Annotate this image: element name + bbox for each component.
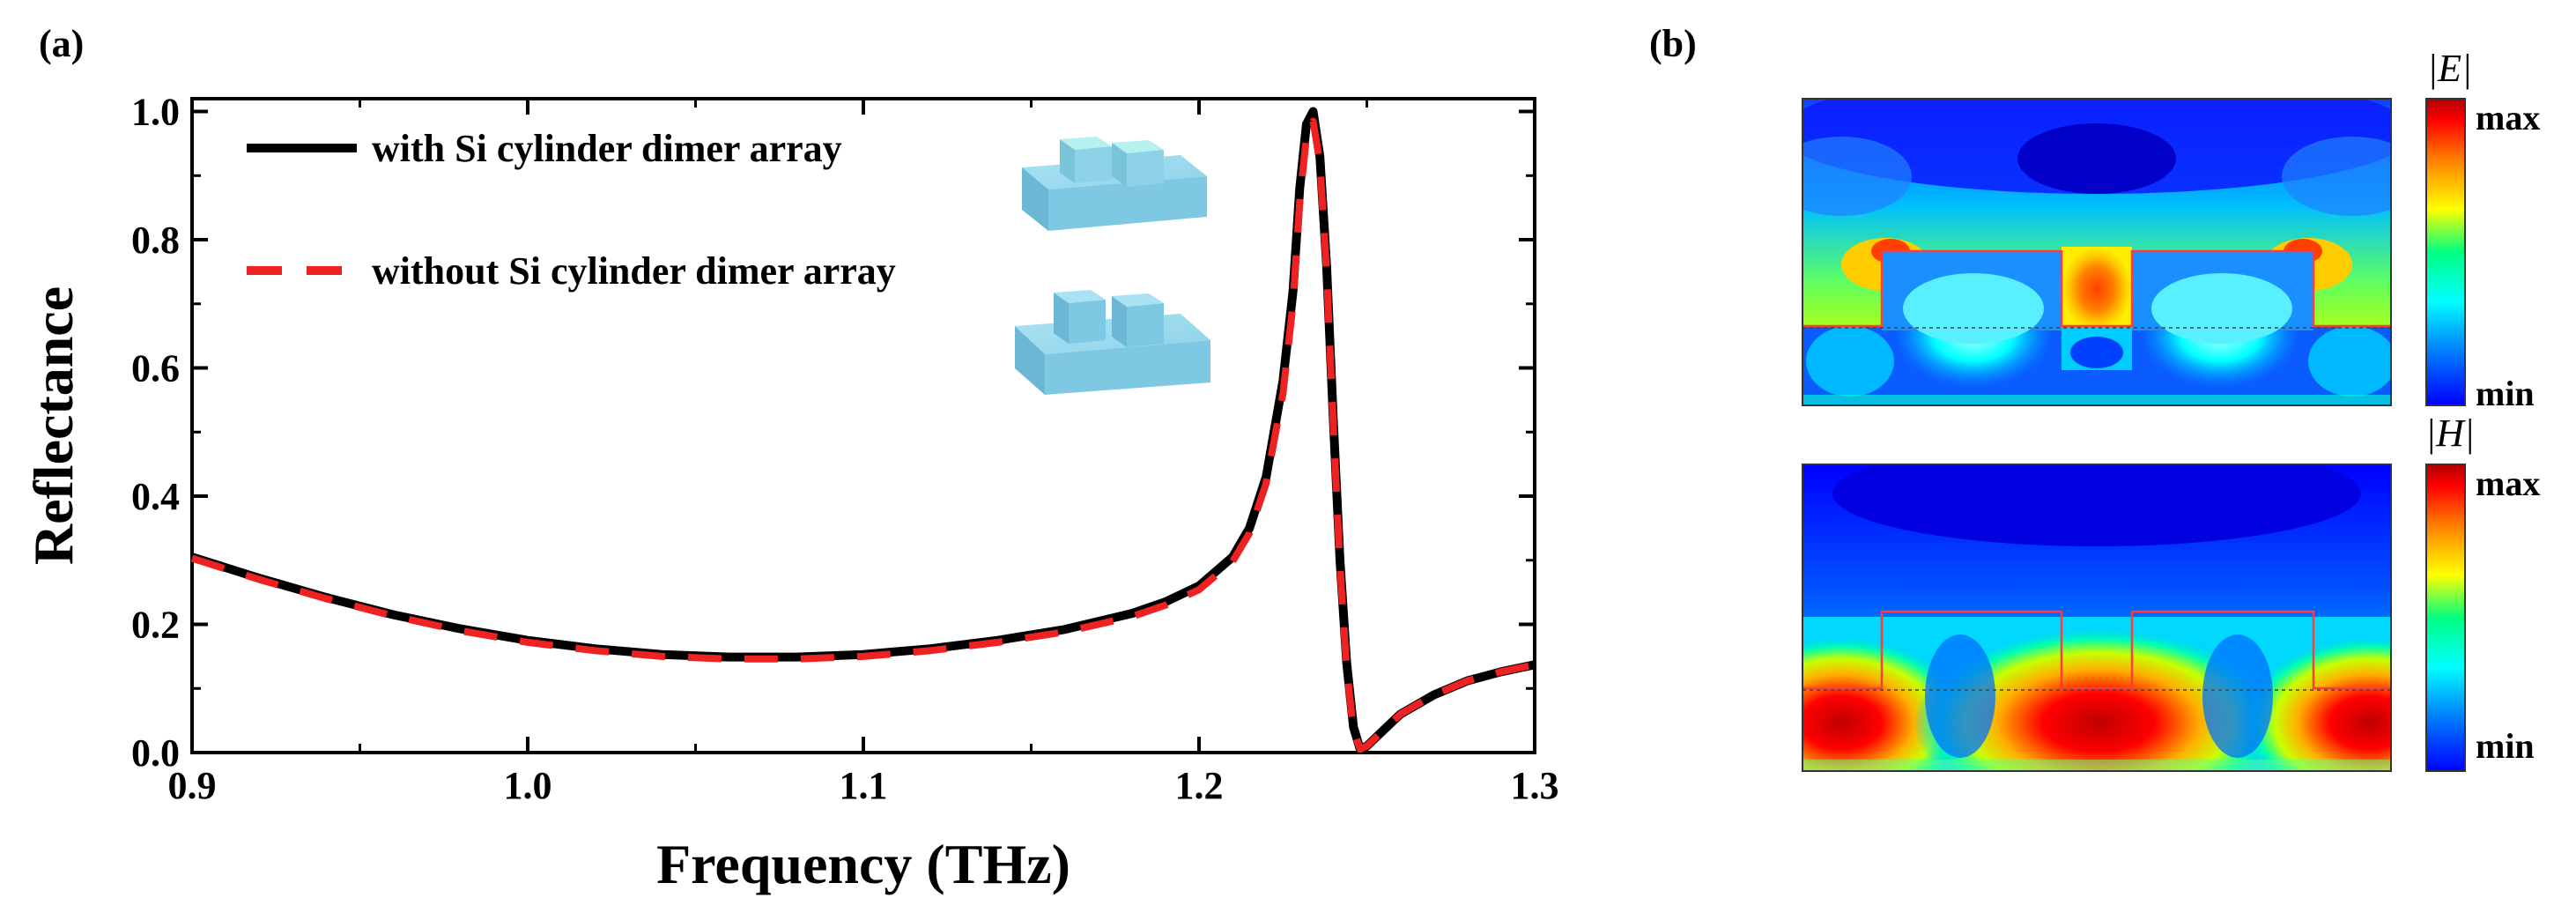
h-colorbar-min: min: [2476, 726, 2535, 766]
x-tick-label: 1.0: [504, 764, 552, 807]
x-axis-title: Frequency (THz): [656, 833, 1070, 895]
series-without-dimer-line: [190, 117, 1536, 753]
x-tick-label: 1.3: [1511, 764, 1559, 807]
legend-label-with: with Si cylinder dimer array: [372, 127, 842, 170]
y-tick-label: 0.2: [131, 604, 180, 647]
y-tick-label: 0.6: [131, 347, 180, 390]
y-tick-label: 0.0: [131, 731, 180, 775]
plot-area: [190, 97, 1536, 754]
x-tick-label: 1.2: [1175, 764, 1224, 807]
h-colorbar-max: max: [2476, 464, 2540, 503]
x-tick-label: 1.1: [840, 764, 888, 807]
panel-a-label: (a): [39, 22, 84, 65]
h-field-map: [1802, 464, 2392, 772]
axis-ticks: 0.9 1.0 1.1 1.2 1.3 0.0 0.2 0.4 0.6 0.8 1.0: [131, 91, 1559, 807]
h-colorbar-title: |H|: [2425, 412, 2475, 455]
structure-without-dimer-inset: [1015, 290, 1210, 395]
y-axis-title: Reflectance: [22, 286, 85, 565]
dimer-structure-inset: [1022, 137, 1207, 231]
panel-b-label: (b): [1649, 22, 1697, 65]
legend: with Si cylinder dimer array without Si …: [247, 127, 896, 293]
e-colorbar-max: max: [2476, 98, 2540, 137]
y-tick-label: 0.8: [131, 219, 180, 262]
e-colorbar: |E| max min: [2425, 47, 2540, 413]
e-colorbar-min: min: [2476, 374, 2535, 413]
data-curves: [190, 107, 1536, 754]
y-tick-label: 0.4: [131, 475, 180, 518]
e-colorbar-title: |E|: [2427, 47, 2472, 90]
reflectance-chart: 0.9 1.0 1.1 1.2 1.3 0.0 0.2 0.4 0.6 0.8 1.0 Freque…: [22, 91, 1559, 895]
legend-label-without: without Si cylinder dimer array: [372, 249, 896, 293]
x-tick-label: 0.9: [168, 764, 217, 807]
h-colorbar: |H| max min: [2425, 412, 2540, 772]
e-field-map: [1802, 98, 2392, 406]
y-tick-label: 1.0: [131, 91, 180, 134]
